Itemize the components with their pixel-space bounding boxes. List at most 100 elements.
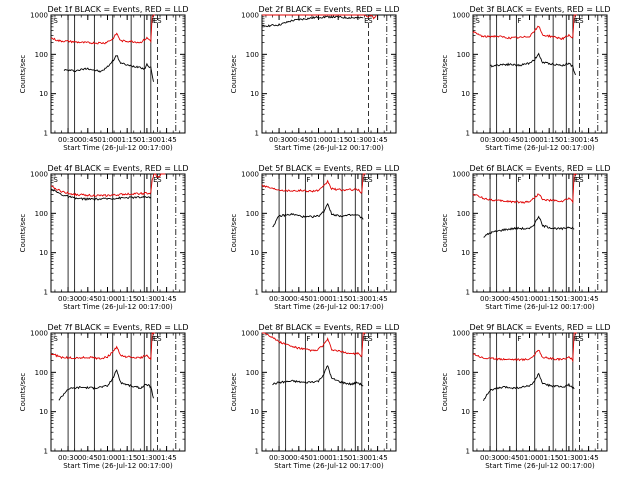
y-axis-label: Counts/sec	[19, 373, 27, 412]
chart-title: Det 8f BLACK = Events, RED = LLD	[258, 323, 399, 332]
y-tick-label: 1000	[30, 171, 48, 179]
x-tick-label: 01:15	[539, 295, 559, 303]
y-tick-label: 10	[39, 90, 48, 98]
x-tick-label: 01:15	[328, 295, 348, 303]
plot-frame	[50, 332, 186, 452]
chart-title: Det 9f BLACK = Events, RED = LLD	[469, 323, 610, 332]
x-tick-label: 01:00	[519, 295, 539, 303]
y-tick-label: 1	[44, 448, 48, 456]
panel-det-3f: Det 3f BLACK = Events, RED = LLD 1 10 100 10…	[441, 5, 611, 152]
y-tick-label: 10	[250, 90, 259, 98]
flag-label: F	[152, 335, 156, 343]
x-axis-label: Start Time (26-Jul-12 00:17:00)	[485, 462, 595, 470]
y-tick-label: 1	[44, 130, 48, 138]
plot-frame	[50, 14, 186, 134]
series-events-line	[483, 215, 575, 238]
series-lld-line	[261, 173, 366, 194]
series-lld-line	[262, 14, 377, 20]
x-tick-label: 00:30	[269, 295, 289, 303]
x-tick-label: 00:30	[58, 295, 78, 303]
x-tick-label: 00:45	[289, 295, 309, 303]
y-tick-label: 1	[255, 448, 259, 456]
series-events-line	[483, 372, 575, 401]
x-tick-label: 01:15	[117, 136, 137, 144]
x-tick-label: 00:45	[78, 454, 98, 462]
y-tick-label: 100	[35, 210, 48, 218]
flag-label: F	[363, 176, 367, 184]
flag-label: E	[153, 176, 157, 184]
x-tick-label: 01:00	[97, 136, 117, 144]
y-tick-label: 100	[457, 210, 470, 218]
flag-label: E	[575, 335, 579, 343]
series-lld-line	[472, 332, 577, 363]
x-tick-label: 01:30	[559, 136, 579, 144]
chart-title: Det 3f BLACK = Events, RED = LLD	[469, 5, 610, 14]
x-tick-label: 01:30	[559, 454, 579, 462]
x-tick-label: 00:45	[78, 295, 98, 303]
y-tick-label: 10	[461, 249, 470, 257]
flag-label: F	[306, 176, 310, 184]
flag-label: F	[574, 335, 578, 343]
y-tick-label: 1000	[241, 171, 259, 179]
flag-label: S	[53, 17, 58, 25]
x-tick-label: 01:15	[117, 454, 137, 462]
x-axis-label: Start Time (26-Jul-12 00:17:00)	[274, 303, 384, 311]
y-axis-label: Counts/sec	[230, 214, 238, 253]
y-tick-label: 1	[255, 130, 259, 138]
x-tick-label: 00:45	[289, 136, 309, 144]
flag-label: S	[579, 335, 584, 343]
x-tick-label: 01:00	[308, 454, 328, 462]
x-tick-label: 01:15	[328, 454, 348, 462]
x-tick-label: 01:45	[368, 136, 388, 144]
y-axis-label: Counts/sec	[441, 373, 449, 412]
y-tick-label: 10	[39, 249, 48, 257]
y-tick-label: 1000	[241, 12, 259, 20]
y-tick-label: 100	[246, 369, 259, 377]
y-tick-label: 10	[39, 408, 48, 416]
plot-frame	[50, 173, 186, 293]
x-axis-label: Start Time (26-Jul-12 00:17:00)	[63, 303, 173, 311]
flag-label: F	[517, 335, 521, 343]
panel-det-9f: Det 9f BLACK = Events, RED = LLD 1 10 100 10…	[441, 323, 611, 470]
plot-frame	[261, 332, 397, 452]
flag-label: S	[157, 176, 162, 184]
series-events-line	[58, 369, 154, 401]
x-tick-label: 01:00	[519, 454, 539, 462]
x-tick-label: 00:30	[269, 454, 289, 462]
series-lld-line	[50, 332, 155, 360]
flag-label: E	[153, 17, 157, 25]
x-tick-label: 00:30	[58, 454, 78, 462]
y-tick-label: 1000	[452, 12, 470, 20]
panel-det-6f: Det 6f BLACK = Events, RED = LLD 1 10 100 10…	[441, 164, 611, 311]
flag-label: S	[475, 17, 480, 25]
flag-label: E	[364, 176, 368, 184]
plot-frame	[472, 14, 608, 134]
panel-det-8f: Det 8f BLACK = Events, RED = LLD 1 10 100 10…	[230, 323, 400, 470]
x-axis-label: Start Time (26-Jul-12 00:17:00)	[274, 462, 384, 470]
x-tick-label: 01:00	[97, 454, 117, 462]
flag-label: E	[575, 176, 579, 184]
series-lld-line	[50, 173, 166, 197]
x-tick-label: 01:15	[328, 136, 348, 144]
flag-label: E	[575, 17, 579, 25]
x-tick-label: 01:30	[559, 295, 579, 303]
panel-det-2f: Det 2f BLACK = Events, RED = LLD 1 10 100 10…	[230, 5, 400, 152]
panel-det-4f: Det 4f BLACK = Events, RED = LLD 1 10 100 10…	[19, 164, 189, 311]
y-tick-label: 100	[246, 51, 259, 59]
chart-title: Det 2f BLACK = Events, RED = LLD	[258, 5, 399, 14]
y-tick-label: 100	[246, 210, 259, 218]
y-tick-label: 1000	[241, 330, 259, 338]
y-tick-label: 100	[35, 51, 48, 59]
x-axis-label: Start Time (26-Jul-12 00:17:00)	[63, 144, 173, 152]
x-tick-label: 01:45	[368, 295, 388, 303]
flag-label: E	[153, 335, 157, 343]
series-lld-line	[262, 332, 366, 358]
panel-det-5f: Det 5f BLACK = Events, RED = LLD 1 10 100 10…	[230, 164, 400, 311]
chart-title: Det 1f BLACK = Events, RED = LLD	[47, 5, 188, 14]
x-tick-label: 00:30	[480, 295, 500, 303]
plot-frame	[261, 173, 397, 293]
x-tick-label: 01:45	[368, 454, 388, 462]
series-lld-line	[472, 14, 577, 41]
plot-frame	[472, 332, 608, 452]
